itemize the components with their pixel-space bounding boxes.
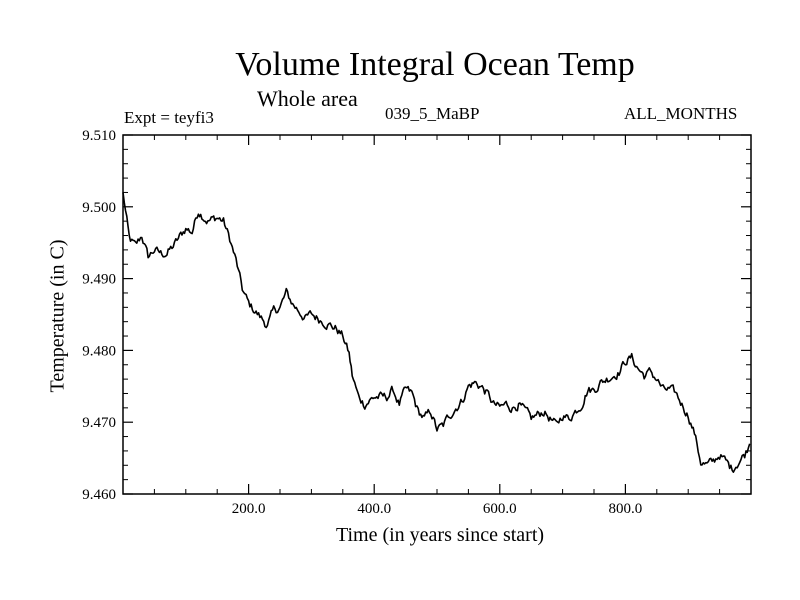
x-tick-label: 800.0 [609, 501, 643, 517]
x-axis-label: Time (in years since start) [335, 524, 545, 546]
experiment-label: Expt = teyfi3 [124, 108, 214, 127]
chart-subtitle: Whole area [257, 86, 358, 111]
y-tick-label: 9.460 [82, 487, 116, 503]
y-tick-label: 9.490 [82, 272, 116, 288]
y-tick-label: 9.500 [82, 200, 116, 216]
y-axis-label: Temperature (in C) [46, 239, 69, 393]
y-tick-label: 9.510 [82, 128, 116, 144]
plot-frame [122, 134, 752, 495]
case-label: 039_5_MaBP [385, 104, 480, 123]
x-tick-label: 200.0 [232, 501, 266, 517]
chart-title: Volume Integral Ocean Temp [235, 46, 635, 83]
y-tick-label: 9.480 [82, 343, 116, 359]
months-label: ALL_MONTHS [624, 104, 738, 123]
y-tick-label: 9.470 [82, 415, 116, 431]
x-tick-label: 600.0 [483, 501, 517, 517]
temperature-series-line [122, 192, 751, 473]
x-tick-label: 400.0 [357, 501, 391, 517]
